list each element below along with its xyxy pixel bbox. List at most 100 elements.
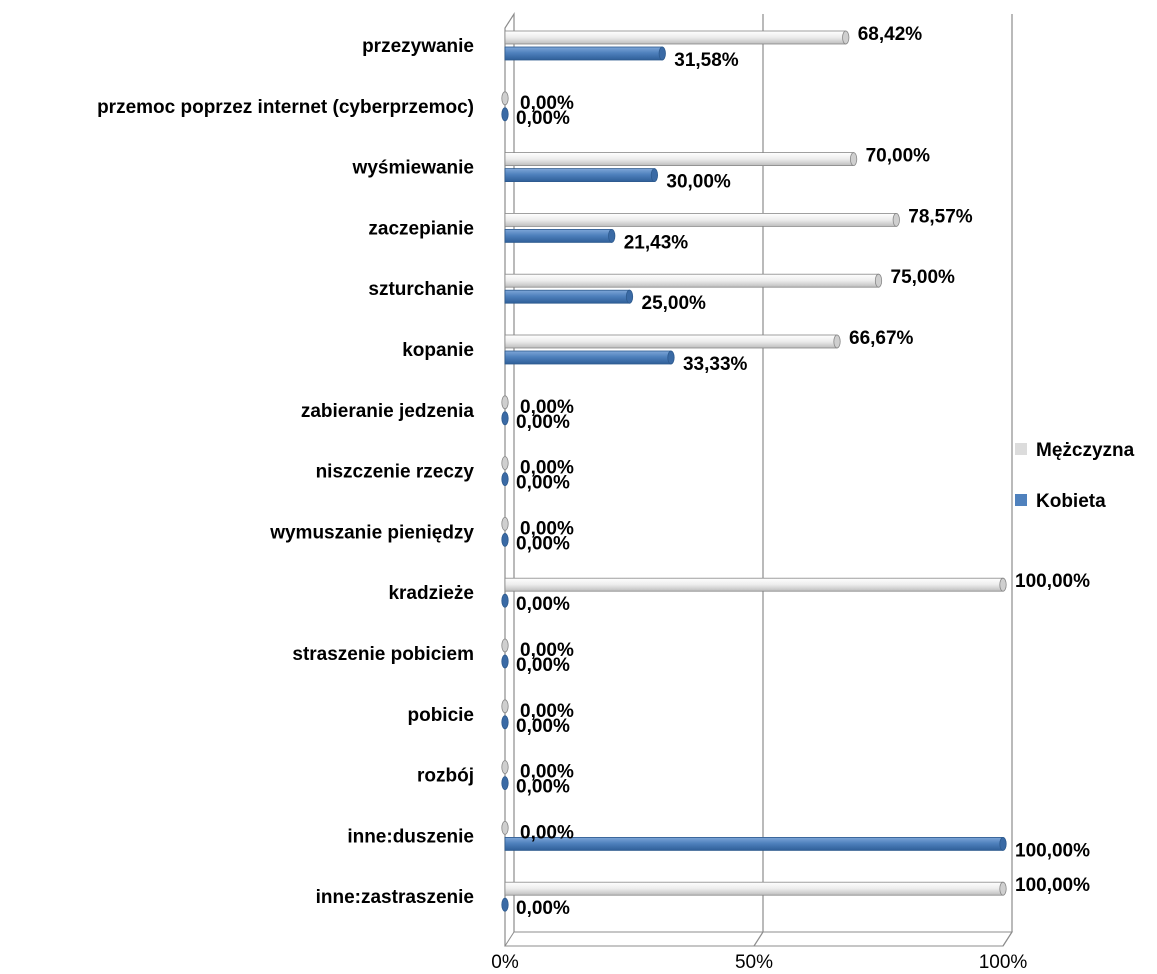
category-label: wyśmiewanie xyxy=(352,158,474,179)
bar-women xyxy=(504,350,675,365)
data-label-men: 66,67% xyxy=(849,328,914,349)
bar-women xyxy=(501,411,509,426)
bar-women-cap xyxy=(608,228,616,243)
bar-women xyxy=(504,228,616,243)
bar-men-cap xyxy=(501,699,509,714)
bar-women xyxy=(501,107,509,122)
bar-men-cap xyxy=(999,577,1007,592)
data-label-men: 0,00% xyxy=(520,518,574,539)
category-label: inne:duszenie xyxy=(347,826,474,847)
bar-women-cap xyxy=(501,715,509,730)
data-label-women: 0,00% xyxy=(516,533,570,554)
bar-men xyxy=(501,760,509,774)
data-label-men: 0,00% xyxy=(520,822,574,843)
legend-swatch-men xyxy=(1015,443,1027,455)
bar-men xyxy=(501,395,509,410)
data-label-men: 0,00% xyxy=(520,397,574,418)
category-labels: przezywanie przemoc poprzez internet (cyb… xyxy=(97,36,474,908)
bar-women-cap xyxy=(501,654,509,669)
category-label: straszenie pobiciem xyxy=(292,644,474,665)
bar-men xyxy=(504,30,850,45)
category-label: inne:zastraszenie xyxy=(316,887,474,908)
data-label-women: 31,58% xyxy=(674,50,739,71)
data-label-women: 0,00% xyxy=(516,412,570,433)
bar-men-cap xyxy=(501,760,509,774)
bar-men xyxy=(504,881,1007,896)
gridline-50 xyxy=(753,14,764,947)
gridline-100 xyxy=(1002,14,1013,947)
bar-men xyxy=(504,152,858,167)
bar-men xyxy=(501,821,509,835)
bar-men xyxy=(504,212,900,227)
category-label: zabieranie jedzenia xyxy=(301,401,475,422)
bar-men-cap xyxy=(501,517,509,531)
bar-men xyxy=(501,517,509,531)
bar-women xyxy=(504,289,634,304)
bar-women-cap xyxy=(501,533,509,547)
x-tick-label: 0% xyxy=(491,952,519,973)
data-label-women: 30,00% xyxy=(666,172,731,193)
bar-men-cap xyxy=(849,152,858,167)
bar-women-body xyxy=(504,289,630,304)
data-label-women: 0,00% xyxy=(516,473,570,494)
x-tick-label: 50% xyxy=(735,952,773,973)
x-tick-label: 100% xyxy=(979,952,1028,973)
bar-men-cap xyxy=(842,30,850,45)
bar-men-body xyxy=(504,273,879,288)
bar-men-body xyxy=(504,212,897,227)
bar-men-body xyxy=(504,30,847,45)
bar-men-cap xyxy=(501,638,509,653)
bar-women-cap xyxy=(999,837,1007,851)
bar-men-body xyxy=(504,881,1004,896)
bar-women xyxy=(501,593,509,608)
bar-men xyxy=(501,699,509,714)
data-label-women: 33,33% xyxy=(683,354,748,375)
bar-men xyxy=(501,91,509,106)
data-label-men: 75,00% xyxy=(891,267,956,288)
data-label-women: 0,00% xyxy=(516,108,570,129)
bars xyxy=(501,30,1007,912)
bar-women-body xyxy=(504,228,613,243)
data-label-men: 0,00% xyxy=(520,93,574,114)
bar-men-body xyxy=(504,152,855,167)
bar-women-cap xyxy=(501,593,509,608)
legend-label-men: Mężczyzna xyxy=(1036,440,1135,461)
bar-men xyxy=(504,334,841,349)
data-label-women: 25,00% xyxy=(642,293,707,314)
bar-women xyxy=(504,46,666,61)
bar-women-cap xyxy=(501,472,509,487)
bar-men xyxy=(504,273,883,288)
bar-men-cap xyxy=(501,456,509,471)
bar-women-cap xyxy=(625,289,634,304)
category-label: kopanie xyxy=(402,340,474,361)
bar-men-cap xyxy=(833,334,841,349)
bar-men-cap xyxy=(892,212,900,227)
bar-women-cap xyxy=(667,350,675,365)
data-label-men: 0,00% xyxy=(520,701,574,722)
bar-women-cap xyxy=(501,411,509,426)
data-label-women: 0,00% xyxy=(516,655,570,676)
data-label-men: 0,00% xyxy=(520,640,574,661)
bar-women xyxy=(501,897,509,912)
bar-men-cap xyxy=(501,821,509,835)
data-label-men: 68,42% xyxy=(858,24,923,45)
x-axis-ticks: 0% 50% 100% xyxy=(491,952,1027,973)
bar-women-cap xyxy=(658,46,666,61)
bar-women-cap xyxy=(501,107,509,122)
bar-men xyxy=(504,577,1007,592)
category-label: rozbój xyxy=(417,766,474,787)
gridlines xyxy=(753,14,1013,947)
data-label-women: 0,00% xyxy=(516,716,570,737)
category-label: szturchanie xyxy=(368,279,474,300)
category-label: kradzieże xyxy=(388,583,474,604)
bar-women-body xyxy=(504,168,655,183)
category-label: niszczenie rzeczy xyxy=(316,462,475,483)
bar-men-body xyxy=(504,334,838,349)
data-label-men: 0,00% xyxy=(520,458,574,479)
data-label-men: 100,00% xyxy=(1015,571,1090,592)
category-label: wymuszanie pieniędzy xyxy=(269,522,474,543)
legend: Mężczyzna Kobieta xyxy=(1015,440,1135,512)
bar-women-cap xyxy=(501,897,509,912)
bar-men xyxy=(501,638,509,653)
